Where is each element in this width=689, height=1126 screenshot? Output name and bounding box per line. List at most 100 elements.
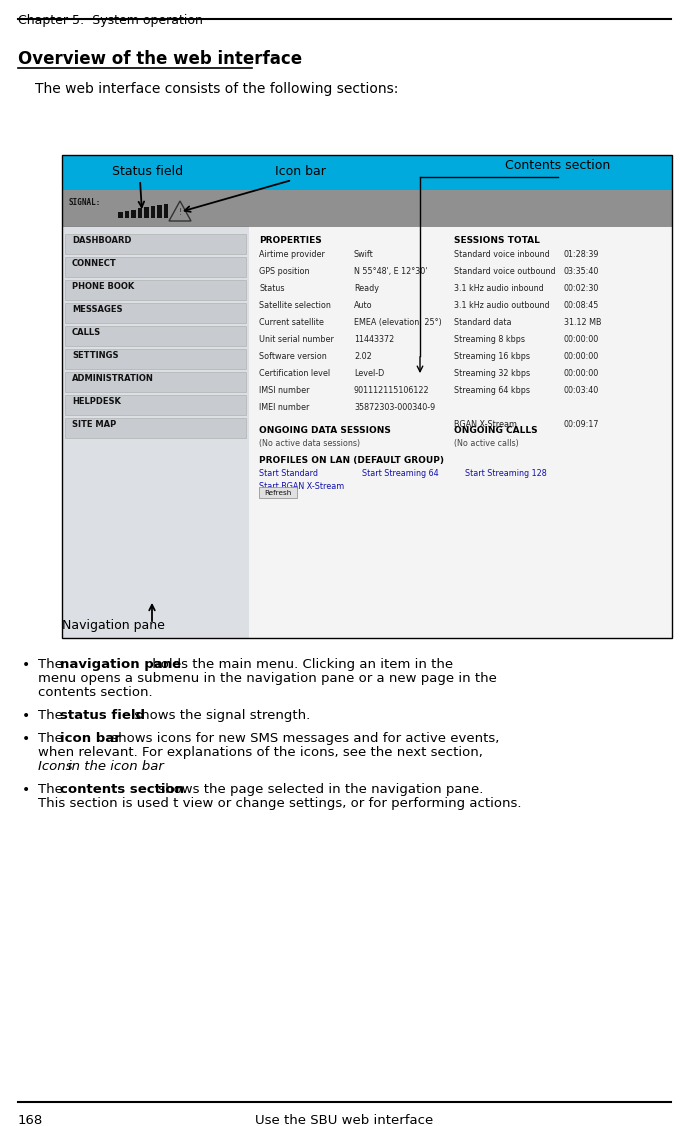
Text: Icons: Icons — [38, 760, 76, 774]
Bar — [118, 212, 123, 218]
Text: when relevant. For explanations of the icons, see the next section,: when relevant. For explanations of the i… — [38, 747, 483, 759]
Text: PROFILES ON LAN (DEFAULT GROUP): PROFILES ON LAN (DEFAULT GROUP) — [259, 456, 444, 465]
Text: menu opens a submenu in the navigation pane or a new page in the: menu opens a submenu in the navigation p… — [38, 672, 497, 685]
Text: IMSI number: IMSI number — [259, 386, 309, 395]
Bar — [163, 204, 168, 218]
Text: Certification level: Certification level — [259, 369, 330, 378]
Text: N 55°48', E 12°30': N 55°48', E 12°30' — [354, 267, 427, 276]
Text: 35872303-000340-9: 35872303-000340-9 — [354, 403, 435, 412]
Text: Level-D: Level-D — [354, 369, 384, 378]
Text: Contents section: Contents section — [505, 159, 610, 172]
Text: in the icon bar: in the icon bar — [68, 760, 165, 774]
Bar — [65, 257, 246, 277]
Bar — [150, 206, 155, 218]
Bar — [259, 488, 297, 498]
Text: ONGOING CALLS: ONGOING CALLS — [454, 426, 537, 435]
Text: Refresh: Refresh — [265, 490, 291, 495]
Bar — [65, 372, 246, 392]
Bar — [125, 211, 129, 218]
Text: shows the page selected in the navigation pane.: shows the page selected in the navigatio… — [154, 783, 483, 796]
Text: 00:00:00: 00:00:00 — [564, 369, 599, 378]
Text: The: The — [38, 783, 67, 796]
Text: •: • — [22, 709, 30, 723]
Text: Streaming 32 kbps: Streaming 32 kbps — [454, 369, 530, 378]
Bar — [65, 327, 246, 346]
Text: 168: 168 — [18, 1114, 43, 1126]
Text: Streaming 16 kbps: Streaming 16 kbps — [454, 352, 530, 361]
Bar — [65, 349, 246, 369]
Bar — [62, 155, 672, 190]
Bar — [62, 155, 672, 638]
Text: Use the SBU web interface: Use the SBU web interface — [255, 1114, 433, 1126]
Bar — [65, 234, 246, 254]
Text: HELPDESK: HELPDESK — [72, 397, 121, 406]
Text: (No active calls): (No active calls) — [454, 439, 519, 448]
Text: Auto: Auto — [354, 301, 373, 310]
Text: 01:28:39: 01:28:39 — [564, 250, 599, 259]
Bar — [131, 209, 136, 218]
Text: Chapter 5:  System operation: Chapter 5: System operation — [18, 14, 203, 27]
Text: CONNECT: CONNECT — [72, 259, 116, 268]
Text: Swift: Swift — [354, 250, 373, 259]
Text: holds the main menu. Clicking an item in the: holds the main menu. Clicking an item in… — [147, 658, 453, 671]
Text: 00:08:45: 00:08:45 — [564, 301, 599, 310]
Text: Start BGAN X-Stream: Start BGAN X-Stream — [259, 482, 344, 491]
Text: 00:00:00: 00:00:00 — [564, 352, 599, 361]
Bar — [62, 190, 672, 226]
Bar — [65, 395, 246, 415]
Text: The web interface consists of the following sections:: The web interface consists of the follow… — [35, 82, 398, 96]
Text: GPS position: GPS position — [259, 267, 309, 276]
Text: status field: status field — [60, 709, 145, 722]
Text: Navigation pane: Navigation pane — [61, 619, 165, 632]
Text: 11443372: 11443372 — [354, 336, 394, 345]
Text: SETTINGS: SETTINGS — [72, 351, 119, 360]
Text: Ready: Ready — [354, 284, 379, 293]
Bar — [65, 280, 246, 300]
Text: •: • — [22, 732, 30, 747]
Text: SIGNAL:: SIGNAL: — [69, 198, 101, 207]
Text: Icon bar: Icon bar — [274, 166, 325, 178]
Text: BGAN X-Stream: BGAN X-Stream — [454, 420, 517, 429]
Text: .: . — [151, 760, 155, 774]
Text: 31.12 MB: 31.12 MB — [564, 318, 601, 327]
Text: navigation pane: navigation pane — [60, 658, 181, 671]
Text: 00:09:17: 00:09:17 — [564, 420, 599, 429]
Text: 901112115106122: 901112115106122 — [354, 386, 430, 395]
Text: 00:00:00: 00:00:00 — [564, 336, 599, 345]
Text: !: ! — [178, 208, 182, 217]
Text: Satellite selection: Satellite selection — [259, 301, 331, 310]
Text: •: • — [22, 783, 30, 797]
Text: shows the signal strength.: shows the signal strength. — [130, 709, 311, 722]
Text: Status: Status — [259, 284, 285, 293]
Text: EMEA (elevation: 25°): EMEA (elevation: 25°) — [354, 318, 442, 327]
Text: 00:03:40: 00:03:40 — [564, 386, 599, 395]
Text: DASHBOARD: DASHBOARD — [72, 236, 132, 245]
Text: Software version: Software version — [259, 352, 327, 361]
Text: 3.1 kHz audio inbound: 3.1 kHz audio inbound — [454, 284, 544, 293]
Text: contents section: contents section — [60, 783, 184, 796]
Text: Streaming 8 kbps: Streaming 8 kbps — [454, 336, 525, 345]
Text: Start Standard: Start Standard — [259, 470, 318, 479]
Text: Overview of the web interface: Overview of the web interface — [18, 50, 302, 68]
Text: 3.1 kHz audio outbound: 3.1 kHz audio outbound — [454, 301, 550, 310]
Text: Streaming 64 kbps: Streaming 64 kbps — [454, 386, 530, 395]
Text: The: The — [38, 658, 67, 671]
Text: Unit serial number: Unit serial number — [259, 336, 334, 345]
Text: PROPERTIES: PROPERTIES — [259, 236, 322, 245]
Text: Start Streaming 64: Start Streaming 64 — [362, 470, 439, 479]
Bar — [138, 208, 142, 218]
Text: Standard data: Standard data — [454, 318, 511, 327]
Bar — [65, 418, 246, 438]
Text: contents section.: contents section. — [38, 686, 153, 699]
Text: The: The — [38, 732, 67, 745]
Text: 2.02: 2.02 — [354, 352, 372, 361]
Text: Standard voice inbound: Standard voice inbound — [454, 250, 550, 259]
Text: Standard voice outbound: Standard voice outbound — [454, 267, 555, 276]
Bar — [62, 226, 249, 638]
Bar — [62, 226, 672, 638]
Text: Status field: Status field — [112, 166, 183, 178]
Bar — [65, 303, 246, 323]
Text: 00:02:30: 00:02:30 — [564, 284, 599, 293]
Text: This section is used t view or change settings, or for performing actions.: This section is used t view or change se… — [38, 797, 522, 810]
Text: ONGOING DATA SESSIONS: ONGOING DATA SESSIONS — [259, 426, 391, 435]
